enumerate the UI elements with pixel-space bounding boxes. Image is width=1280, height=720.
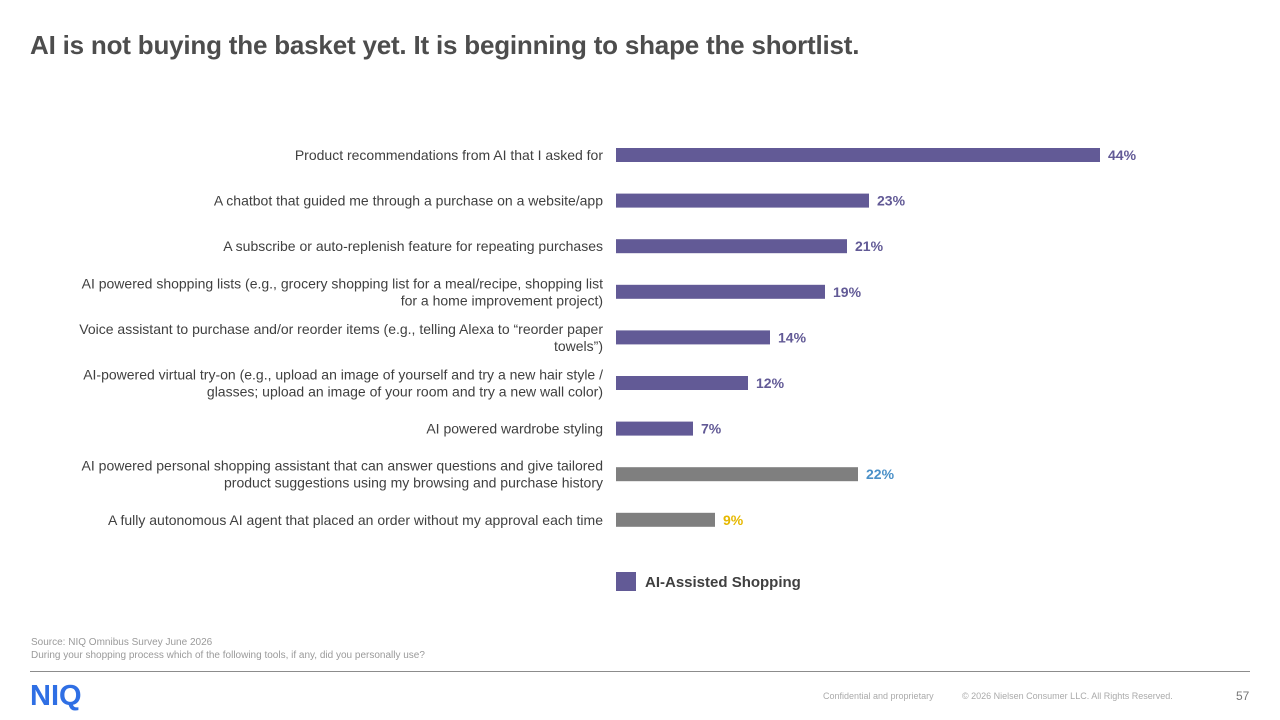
data-label: 21% (855, 238, 884, 254)
bar (616, 148, 1100, 162)
slide-title: AI is not buying the basket yet. It is b… (30, 30, 860, 60)
data-label: 14% (778, 329, 807, 345)
data-label: 9% (723, 512, 744, 528)
category-label: Product recommendations from AI that I a… (295, 147, 603, 163)
data-label: 23% (877, 193, 906, 209)
bar (616, 193, 869, 208)
bar (616, 421, 693, 436)
survey-question: During your shopping process which of th… (31, 650, 425, 661)
category-label: AI powered personal shopping assistant t… (82, 458, 603, 491)
data-label: 7% (701, 421, 722, 437)
bar (616, 376, 748, 390)
bar (616, 330, 770, 345)
legend-label: AI-Assisted Shopping (645, 574, 801, 591)
copyright-note: © 2026 Nielsen Consumer LLC. All Rights … (962, 691, 1173, 701)
data-label: 12% (756, 375, 785, 391)
bar (616, 239, 847, 254)
bar-chart: Product recommendations from AI that I a… (79, 147, 1137, 591)
chart-legend: AI-Assisted Shopping (616, 572, 801, 591)
legend-swatch (616, 572, 636, 591)
source-note: Source: NIQ Omnibus Survey June 2026 Dur… (31, 636, 425, 662)
footer-divider (30, 671, 1250, 672)
niq-logo: NIQ (30, 680, 82, 712)
category-label: AI powered shopping lists (e.g., grocery… (82, 275, 603, 308)
data-label: 19% (833, 284, 862, 300)
data-label: 44% (1108, 147, 1137, 163)
bar (616, 284, 825, 299)
category-label: AI powered wardrobe styling (426, 421, 603, 437)
category-label: A chatbot that guided me through a purch… (214, 193, 603, 209)
category-label: A fully autonomous AI agent that placed … (108, 512, 603, 528)
page-number: 57 (1236, 689, 1250, 703)
category-label: AI-powered virtual try-on (e.g., upload … (83, 367, 603, 400)
bar (616, 467, 858, 482)
category-label: A subscribe or auto-replenish feature fo… (223, 238, 603, 254)
confidential-note: Confidential and proprietary (823, 691, 934, 701)
data-label: 22% (866, 466, 895, 482)
source-line: Source: NIQ Omnibus Survey June 2026 (31, 637, 213, 648)
category-label: Voice assistant to purchase and/or reord… (79, 321, 603, 354)
bar (616, 512, 715, 527)
